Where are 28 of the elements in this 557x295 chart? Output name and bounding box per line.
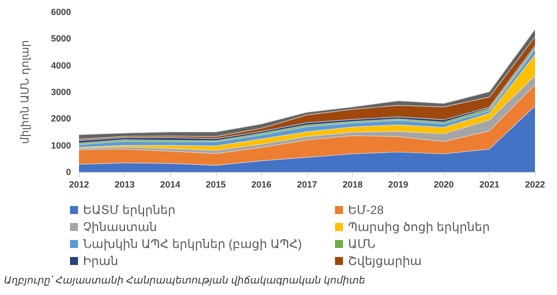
y-tick-label: 5000 (50, 34, 71, 44)
x-tick-label: 2012 (68, 180, 90, 190)
y-tick-label: 1000 (50, 140, 71, 150)
legend-label: ԵԱՏՄ երկրներ (83, 203, 176, 217)
y-tick-label: 4000 (50, 60, 71, 70)
x-tick-label: 2018 (342, 180, 363, 190)
y-axis-title: միլիոն ԱՄՆ դոլար (20, 40, 32, 144)
y-tick-label: 2000 (50, 114, 71, 124)
legend-label: ԱՄՆ (348, 237, 376, 251)
x-tick-label: 2016 (251, 180, 272, 190)
y-tick-label: 3000 (50, 87, 71, 97)
x-tick-label: 2014 (160, 180, 180, 190)
legend-label: Չինաստան (83, 220, 158, 234)
x-tick-label: 2013 (114, 180, 135, 190)
x-tick-label: 2019 (388, 180, 408, 190)
y-tick-label: 0 (66, 167, 71, 177)
y-tick-label: 6000 (50, 7, 71, 17)
text: Աղբյուրը՝ Հայաստանի Հանրապետության վիճակագրական կոմիտե (4, 276, 366, 286)
x-tick-label: 2022 (524, 180, 546, 190)
legend-label: ԵՄ-28 (348, 203, 384, 217)
legend-label: Նախկին ԱՊՀ երկրներ (բացի ԱՊՀ) (83, 237, 302, 251)
legend-label: Շվեյցարիա (348, 254, 422, 268)
legend-label: Պարսից ծոցի երկրներ (348, 220, 490, 234)
legend-label: Իրան (83, 254, 118, 268)
x-tick-label: 2017 (296, 180, 318, 190)
x-tick-label: 2021 (479, 180, 500, 190)
x-tick-label: 2020 (434, 180, 454, 190)
x-tick-label: 2015 (206, 180, 226, 190)
